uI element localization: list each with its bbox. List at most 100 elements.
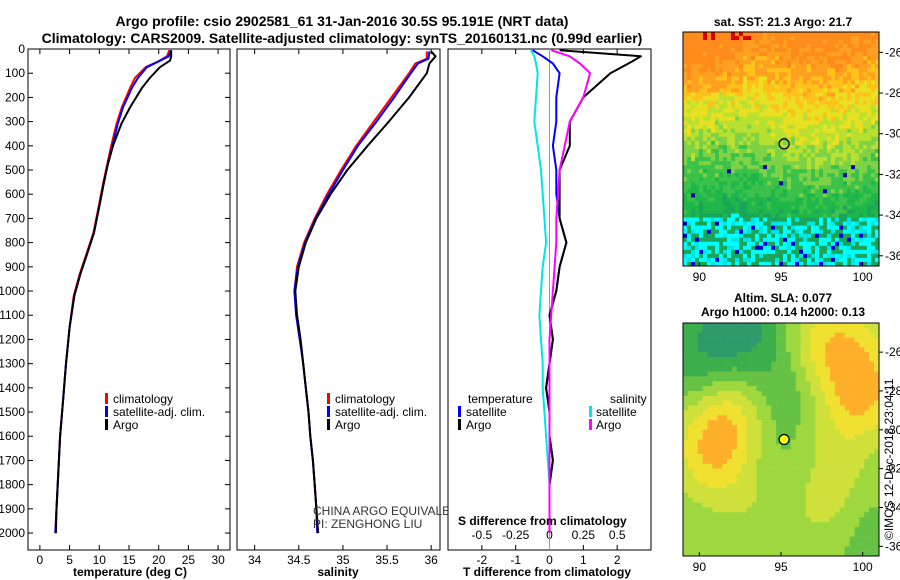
sla-cell	[815, 395, 821, 401]
sla-cell	[800, 400, 806, 406]
sst-cell	[815, 153, 820, 158]
sla-cell	[820, 468, 826, 474]
sst-cell	[727, 40, 732, 45]
sst-cell	[815, 149, 820, 154]
sla-cell	[751, 541, 757, 547]
sst-cell	[767, 149, 772, 154]
sst-cell	[735, 257, 740, 263]
sla-cell	[707, 323, 713, 329]
sst-cell	[755, 161, 760, 166]
sst-cell	[707, 100, 712, 105]
sla-cell	[683, 337, 689, 343]
sst-cell	[719, 36, 724, 41]
sst-cell	[719, 177, 724, 182]
sst-cell	[791, 173, 796, 178]
sst-cell	[743, 40, 748, 45]
sst-cell	[815, 161, 820, 166]
sla-cell	[766, 463, 772, 469]
sst-cell	[759, 189, 764, 194]
sla-cell	[874, 492, 880, 499]
sst-cell	[771, 241, 776, 247]
sla-cell	[707, 415, 713, 421]
sst-cell	[771, 112, 776, 118]
legend-satellite: satellite-adj. clim.	[113, 405, 205, 419]
sla-cell	[741, 517, 747, 523]
sst-cell	[715, 173, 720, 178]
sst-cell	[839, 116, 844, 122]
sst-cell	[763, 221, 768, 226]
sst-cell	[687, 197, 692, 202]
sla-cell	[712, 347, 718, 353]
sst-cell	[815, 104, 820, 109]
sst-cell	[871, 237, 876, 243]
sst-cell	[715, 253, 720, 259]
sst-cell	[759, 201, 764, 206]
sla-cell	[697, 507, 703, 513]
sst-cell	[751, 104, 756, 109]
sla-cell	[815, 502, 821, 508]
sst-cell	[715, 44, 720, 49]
sla-cell	[707, 434, 713, 440]
sst-cell	[867, 120, 872, 126]
sst-cell	[819, 177, 824, 182]
sla-cell	[864, 347, 870, 353]
legend-temp-satellite: satellite	[466, 405, 507, 419]
sla-cell	[702, 424, 708, 431]
sst-cell	[739, 201, 744, 206]
sst-cell	[871, 36, 876, 41]
sla-cell	[859, 526, 865, 533]
sst-cell	[703, 92, 708, 97]
sst-cell	[847, 245, 852, 251]
sla-cell	[687, 522, 694, 528]
sst-cell	[839, 189, 844, 194]
sst-cell	[755, 88, 760, 93]
sst-cell	[867, 140, 872, 146]
sst-cell	[803, 144, 808, 150]
sst-cell	[719, 189, 724, 194]
sst-cell	[855, 120, 860, 126]
sst-cell	[803, 104, 808, 109]
sst-cell	[695, 249, 700, 255]
legend-salinity-title: salinity	[610, 392, 647, 406]
sst-cell	[771, 181, 776, 186]
sst-cell	[723, 108, 728, 113]
sla-cell	[864, 371, 870, 377]
sla-cell	[864, 356, 870, 363]
sst-cell	[811, 72, 816, 77]
sst-cell	[751, 165, 756, 170]
sla-cell	[766, 361, 772, 367]
sla-cell	[859, 531, 865, 537]
sla-cell	[839, 492, 845, 499]
sst-cell	[807, 128, 812, 134]
sla-cell	[800, 415, 806, 421]
sst-cell	[815, 177, 820, 182]
sst-cell	[779, 104, 784, 109]
sst-cell	[875, 140, 880, 146]
sst-cell	[871, 44, 876, 49]
sst-cell	[843, 237, 848, 243]
sst-cell	[831, 140, 836, 146]
sla-cell	[683, 400, 689, 406]
sst-cell	[851, 92, 856, 97]
sla-cell	[722, 400, 728, 406]
sst-cell	[819, 193, 824, 198]
sst-cell	[783, 193, 788, 198]
sla-cell	[815, 473, 821, 479]
sst-cell	[811, 241, 816, 247]
sst-cell	[875, 100, 880, 105]
sla-cell	[795, 458, 801, 465]
sla-cell	[697, 356, 703, 363]
sla-cell	[864, 395, 870, 401]
sla-cell	[756, 366, 762, 372]
sst-cell	[819, 181, 824, 186]
sst-cell	[759, 221, 764, 226]
sst-cell	[799, 217, 804, 222]
sst-cell	[755, 128, 760, 134]
sst-cell	[731, 209, 736, 214]
sla-cell	[766, 429, 772, 435]
sst-cell	[775, 165, 780, 170]
sst-cell	[783, 221, 788, 226]
sla-cell	[722, 434, 728, 440]
sst-cell	[855, 221, 860, 226]
sla-cell	[834, 400, 841, 406]
